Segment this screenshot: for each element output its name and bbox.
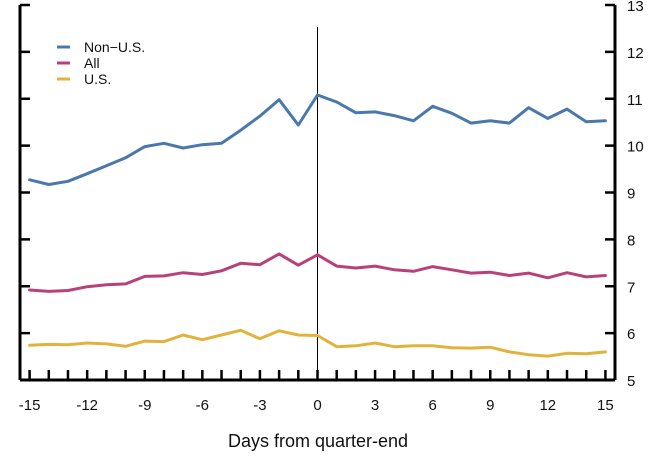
y-tick-label: 7: [627, 279, 635, 296]
legend-label: U.S.: [84, 71, 111, 87]
legend-label: Non−U.S.: [84, 39, 145, 55]
y-tick-labels: 5 6 7 8 9 10 11 12 13: [627, 0, 644, 390]
series-line-0: [28, 93, 607, 186]
x-tick-label: 15: [597, 397, 614, 414]
x-tick-label: -9: [138, 397, 151, 414]
x-axis-title: Days from quarter-end: [228, 431, 408, 451]
x-tick-label: -6: [196, 397, 209, 414]
series-line-1: [28, 252, 607, 293]
y-tick-label: 12: [627, 45, 644, 62]
x-tick-label: -15: [19, 397, 41, 414]
y-tick-label: 11: [627, 92, 643, 109]
axis-ticks: [20, 3, 615, 382]
y-tick-label: 5: [627, 373, 635, 390]
y-tick-label: 10: [627, 139, 644, 156]
x-tick-label: -12: [76, 397, 98, 414]
x-tick-label: 0: [313, 397, 321, 414]
x-tick-labels: -15 -12 -9 -6 -3 0 3 6 9 12 15: [19, 397, 614, 414]
series-lines: [28, 93, 607, 358]
x-tick-label: 9: [486, 397, 494, 414]
y-tick-label: 8: [627, 232, 635, 249]
x-tick-label: -3: [253, 397, 266, 414]
legend-label: All: [84, 55, 100, 71]
y-tick-label: 13: [627, 0, 644, 15]
y-tick-label: 9: [627, 186, 635, 203]
x-tick-label: 3: [371, 397, 379, 414]
x-tick-label: 12: [539, 397, 556, 414]
y-tick-label: 6: [627, 326, 635, 343]
series-line-2: [28, 328, 607, 358]
x-tick-label: 6: [428, 397, 436, 414]
